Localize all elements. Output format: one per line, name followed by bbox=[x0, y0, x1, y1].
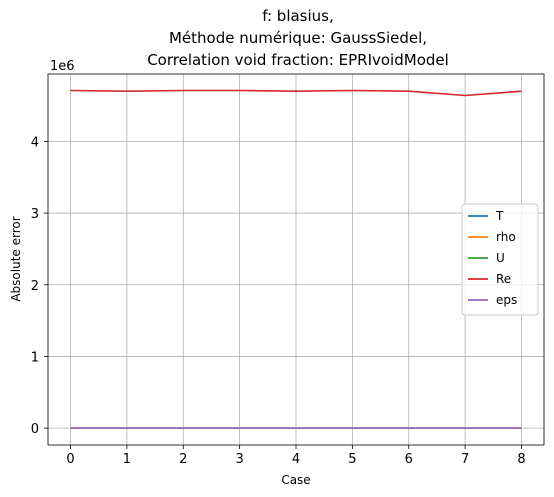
x-tick-label: 5 bbox=[348, 452, 356, 467]
series-lines bbox=[70, 89, 522, 430]
grid bbox=[48, 74, 544, 445]
legend-label-U: U bbox=[496, 251, 505, 265]
chart-title-line-1: f: blasius, bbox=[262, 7, 334, 25]
x-tick-label: 8 bbox=[517, 452, 525, 467]
chart-title-line-3: Correlation void fraction: EPRIvoidModel bbox=[147, 51, 449, 69]
legend-label-eps: eps bbox=[496, 293, 517, 307]
legend-box bbox=[461, 203, 539, 316]
x-tick-label: 7 bbox=[461, 452, 469, 467]
x-tick-label: 6 bbox=[405, 452, 413, 467]
legend-label-T: T bbox=[495, 209, 504, 223]
x-tick-label: 4 bbox=[292, 452, 300, 467]
y-tick-label: 1 bbox=[31, 350, 39, 365]
y-axis-label: Absolute error bbox=[9, 216, 23, 301]
legend-label-Re: Re bbox=[496, 272, 511, 286]
axis-ticks: 0 1 2 3 4 5 6 7 8 0 1 2 3 4 bbox=[31, 135, 526, 467]
y-offset-label: 1e6 bbox=[50, 59, 75, 74]
x-tick-label: 2 bbox=[179, 452, 187, 467]
x-tick-label: 3 bbox=[235, 452, 243, 467]
chart-title-line-2: Méthode numérique: GaussSiedel, bbox=[169, 29, 427, 47]
y-tick-label: 0 bbox=[31, 422, 39, 437]
y-tick-label: 3 bbox=[31, 207, 39, 222]
x-tick-label: 1 bbox=[123, 452, 131, 467]
y-tick-label: 2 bbox=[31, 279, 39, 294]
x-tick-label: 0 bbox=[66, 452, 74, 467]
series-line-Re bbox=[70, 89, 522, 97]
legend-label-rho: rho bbox=[496, 230, 516, 244]
x-axis-label: Case bbox=[281, 473, 310, 487]
y-tick-label: 4 bbox=[31, 135, 39, 150]
